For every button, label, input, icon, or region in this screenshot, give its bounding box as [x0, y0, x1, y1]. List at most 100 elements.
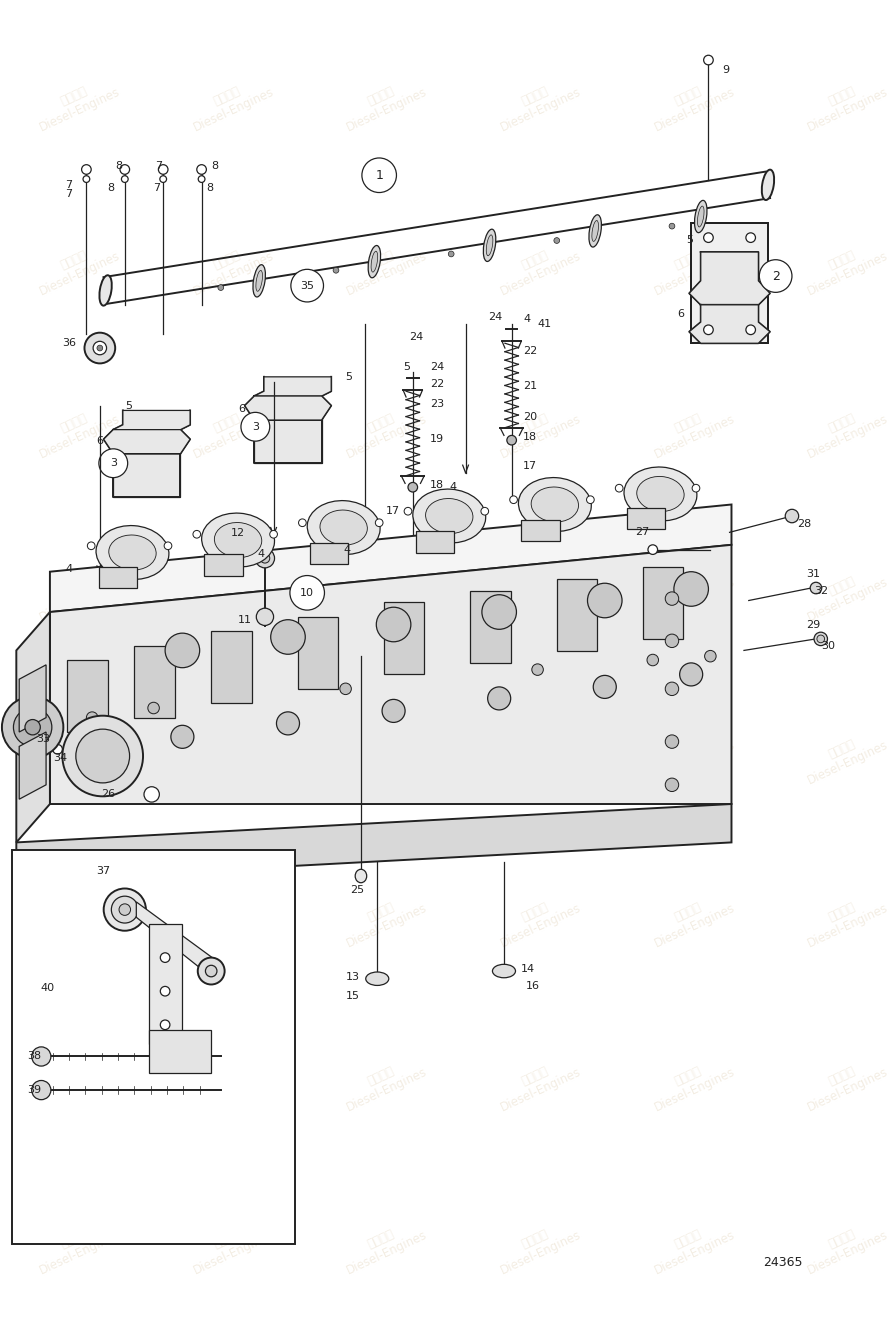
Ellipse shape	[698, 206, 704, 227]
Text: 2: 2	[772, 269, 780, 283]
Text: 紫发动力
Diesel-Engines: 紫发动力 Diesel-Engines	[185, 725, 276, 787]
Polygon shape	[20, 732, 46, 799]
Circle shape	[298, 519, 306, 527]
Text: 紫发动力
Diesel-Engines: 紫发动力 Diesel-Engines	[799, 235, 890, 297]
Text: 紫发动力
Diesel-Engines: 紫发动力 Diesel-Engines	[185, 1214, 276, 1277]
Circle shape	[704, 55, 713, 65]
Text: 35: 35	[300, 280, 314, 291]
Text: 紫发动力
Diesel-Engines: 紫发动力 Diesel-Engines	[31, 73, 122, 135]
Text: 紫发动力
Diesel-Engines: 紫发动力 Diesel-Engines	[799, 1052, 890, 1114]
Ellipse shape	[425, 498, 473, 534]
Polygon shape	[134, 646, 174, 717]
Text: 紫发动力
Diesel-Engines: 紫发动力 Diesel-Engines	[492, 73, 583, 135]
Text: 34: 34	[53, 753, 67, 764]
Text: 40: 40	[40, 983, 54, 993]
Circle shape	[166, 633, 199, 667]
Circle shape	[171, 725, 194, 748]
Circle shape	[759, 260, 792, 292]
Ellipse shape	[762, 169, 774, 199]
Circle shape	[481, 594, 516, 629]
Ellipse shape	[253, 264, 265, 297]
Circle shape	[206, 966, 217, 976]
Text: 4: 4	[449, 482, 457, 493]
Circle shape	[814, 633, 828, 646]
Polygon shape	[255, 396, 321, 464]
Text: 18: 18	[430, 481, 444, 490]
Text: 20: 20	[523, 412, 538, 423]
Circle shape	[83, 176, 90, 182]
Text: 11: 11	[238, 614, 252, 625]
Circle shape	[218, 285, 223, 291]
Circle shape	[290, 576, 325, 610]
Circle shape	[160, 987, 170, 996]
Text: 紫发动力
Diesel-Engines: 紫发动力 Diesel-Engines	[645, 561, 737, 624]
Ellipse shape	[589, 215, 602, 247]
Ellipse shape	[214, 523, 262, 557]
Text: 22: 22	[523, 346, 538, 355]
Circle shape	[510, 495, 517, 503]
Circle shape	[404, 507, 412, 515]
Polygon shape	[20, 664, 46, 732]
Ellipse shape	[486, 235, 493, 256]
Text: 5: 5	[125, 400, 132, 411]
Circle shape	[87, 542, 95, 550]
Text: 14: 14	[522, 964, 536, 974]
Circle shape	[587, 584, 622, 618]
Circle shape	[53, 745, 62, 754]
Text: 紫发动力
Diesel-Engines: 紫发动力 Diesel-Engines	[492, 1052, 583, 1114]
Ellipse shape	[96, 526, 169, 580]
Text: 紫发动力
Diesel-Engines: 紫发动力 Diesel-Engines	[185, 73, 276, 135]
Text: 23: 23	[430, 399, 444, 408]
Circle shape	[198, 958, 224, 984]
Text: 24: 24	[430, 362, 444, 373]
Text: 24: 24	[488, 312, 502, 322]
Text: 紫发动力
Diesel-Engines: 紫发动力 Diesel-Engines	[338, 399, 430, 461]
Text: 31: 31	[806, 568, 821, 579]
Text: 37: 37	[96, 867, 110, 876]
Polygon shape	[627, 509, 665, 530]
Circle shape	[32, 1046, 51, 1066]
Circle shape	[13, 708, 52, 746]
Circle shape	[164, 542, 172, 550]
Text: 紫发动力
Diesel-Engines: 紫发动力 Diesel-Engines	[799, 888, 890, 950]
Circle shape	[665, 778, 679, 791]
Text: 13: 13	[345, 972, 360, 982]
Circle shape	[103, 889, 146, 931]
Circle shape	[376, 519, 383, 527]
Polygon shape	[689, 252, 770, 305]
Text: 7: 7	[156, 161, 163, 170]
Text: 紫发动力
Diesel-Engines: 紫发动力 Diesel-Engines	[799, 399, 890, 461]
Text: 紫发动力
Diesel-Engines: 紫发动力 Diesel-Engines	[492, 725, 583, 787]
Circle shape	[255, 548, 274, 568]
Text: 41: 41	[538, 320, 552, 329]
Text: 4: 4	[257, 550, 264, 559]
Polygon shape	[205, 555, 243, 576]
Circle shape	[111, 896, 138, 923]
Polygon shape	[50, 505, 732, 612]
Text: 紫发动力
Diesel-Engines: 紫发动力 Diesel-Engines	[338, 725, 430, 787]
Circle shape	[810, 583, 821, 593]
Circle shape	[669, 223, 675, 229]
Circle shape	[256, 608, 273, 625]
Text: 紫发动力
Diesel-Engines: 紫发动力 Diesel-Engines	[799, 561, 890, 624]
Polygon shape	[99, 567, 137, 588]
Circle shape	[86, 712, 98, 724]
Ellipse shape	[371, 251, 377, 272]
Circle shape	[340, 683, 352, 695]
Text: 紫发动力
Diesel-Engines: 紫发动力 Diesel-Engines	[645, 1052, 737, 1114]
Ellipse shape	[320, 510, 368, 546]
Text: 19: 19	[430, 435, 444, 444]
Text: 7: 7	[154, 182, 161, 193]
Circle shape	[594, 675, 616, 699]
Text: 36: 36	[62, 338, 77, 349]
Text: 25: 25	[351, 885, 365, 896]
Circle shape	[160, 176, 166, 182]
Circle shape	[704, 325, 713, 334]
Text: 7: 7	[65, 189, 72, 199]
Polygon shape	[136, 902, 222, 976]
Text: 紫发动力
Diesel-Engines: 紫发动力 Diesel-Engines	[799, 1214, 890, 1277]
Ellipse shape	[100, 275, 112, 305]
Text: 6: 6	[677, 309, 684, 320]
Circle shape	[193, 531, 200, 538]
Polygon shape	[297, 617, 338, 688]
